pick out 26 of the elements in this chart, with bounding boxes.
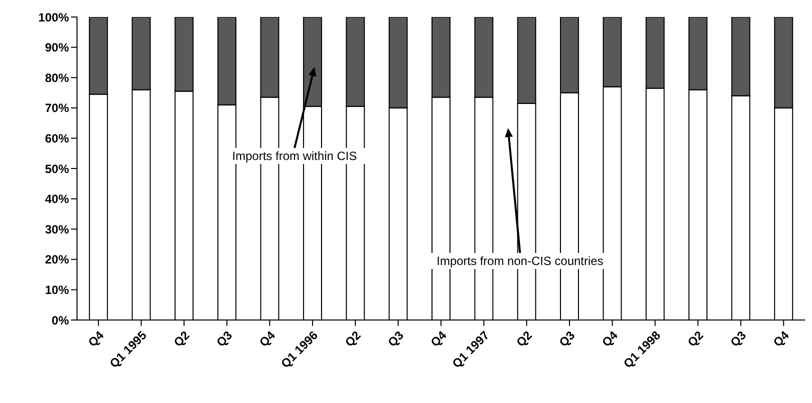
y-tick-label: 60%	[44, 131, 70, 146]
x-tick-label: Q4	[256, 328, 278, 350]
y-tick-label: 10%	[44, 282, 70, 297]
annotation: Imports from non-CIS countries	[436, 254, 604, 268]
x-tick-label: Q2	[342, 328, 364, 350]
y-tick-label: 90%	[44, 40, 70, 55]
x-tick-label: Q4	[85, 328, 107, 350]
y-tick-label: 100%	[38, 10, 70, 24]
y-tick-label: 50%	[44, 162, 70, 176]
y-tick-label: 80%	[44, 70, 70, 85]
x-tick-label: Q3	[556, 328, 578, 350]
annotation: Imports from within CIS	[232, 149, 357, 163]
y-tick-label: 20%	[44, 252, 70, 267]
y-tick-label: 40%	[44, 192, 70, 206]
x-tick-label: Q2	[684, 328, 706, 350]
x-tick-label: Q3	[728, 328, 750, 350]
x-tick-label: Q2	[170, 328, 192, 350]
x-tick-label: Q4	[599, 328, 621, 350]
x-tick-label: Q2	[514, 328, 535, 350]
y-tick-label: 70%	[44, 101, 70, 116]
x-tick-label: Q4	[428, 328, 450, 350]
x-tick-label: Q3	[385, 328, 407, 350]
y-tick-label: 30%	[44, 222, 70, 236]
x-tick-label: Q3	[214, 328, 236, 350]
x-tick-label: Q4	[770, 328, 792, 350]
y-tick-label: 0%	[52, 313, 70, 328]
